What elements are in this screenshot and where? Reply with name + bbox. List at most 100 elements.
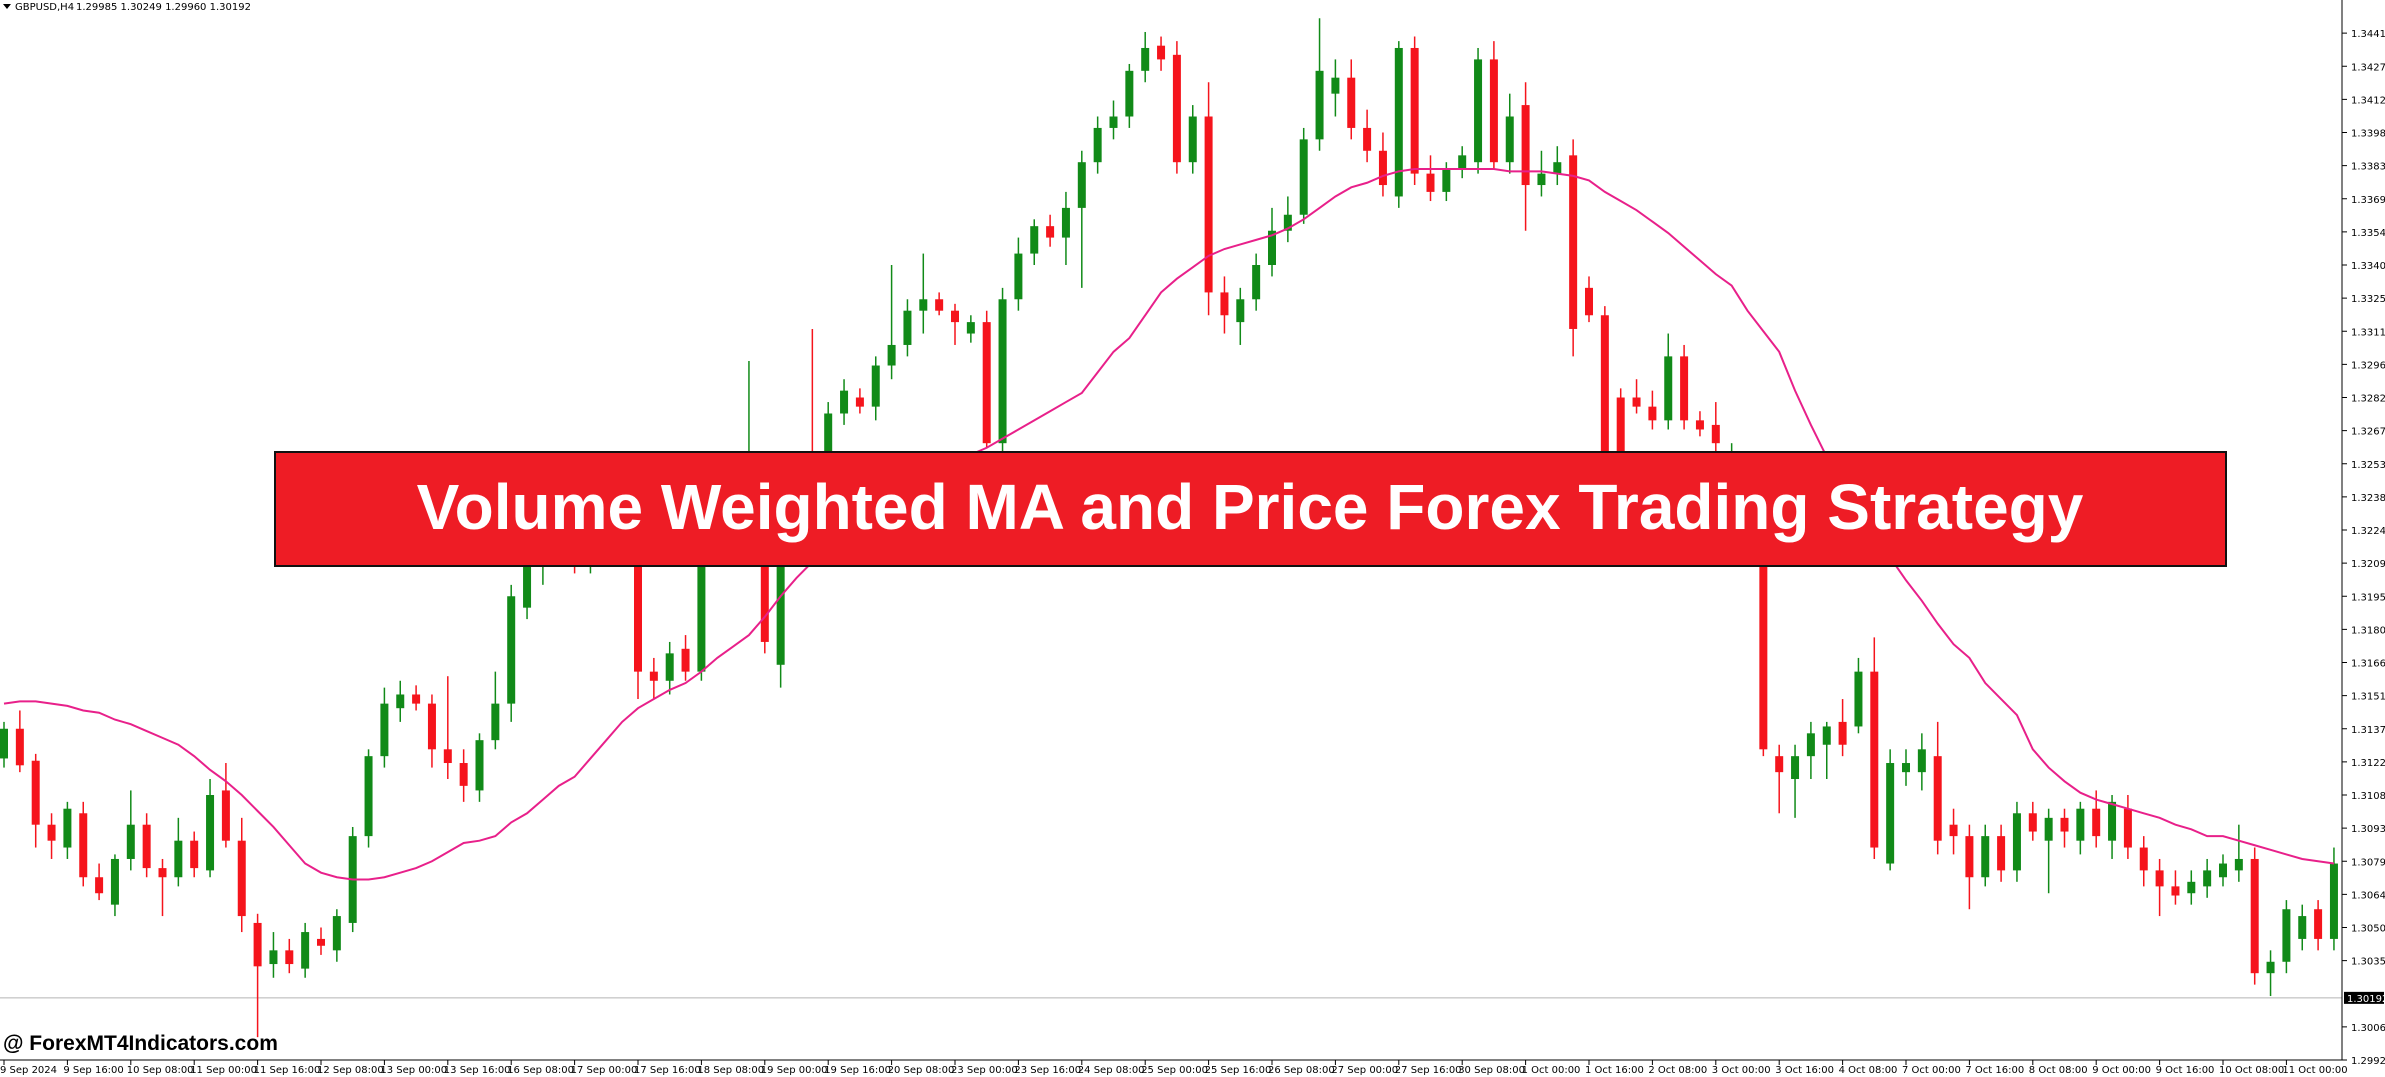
candle-body — [47, 824, 56, 841]
header-quote: 1.29985 1.30249 1.29960 1.30192 — [76, 2, 251, 13]
candle-body — [79, 813, 88, 878]
y-tick-label: 1.30355 — [2351, 957, 2385, 968]
candle-body — [126, 824, 135, 859]
candle-body — [2250, 858, 2259, 974]
candle-body — [1268, 230, 1276, 265]
candle-body — [206, 795, 215, 871]
candle-body — [285, 950, 294, 965]
x-tick-label: 8 Oct 08:00 — [2029, 1065, 2088, 1076]
candle-body — [475, 740, 484, 791]
watermark: @ ForexMT4Indicators.com — [3, 1032, 278, 1055]
candle-body — [2155, 870, 2164, 887]
y-tick-label: 1.33545 — [2351, 228, 2385, 239]
symbol-menu-icon[interactable] — [3, 4, 11, 9]
candle-body — [1141, 47, 1150, 71]
candle-body — [1616, 397, 1625, 494]
candle-body — [1791, 756, 1800, 780]
candle-body — [1188, 116, 1197, 163]
y-tick-label: 1.30790 — [2351, 857, 2385, 868]
candle-body — [1347, 77, 1356, 128]
y-tick-label: 1.33400 — [2351, 261, 2385, 272]
candle-body — [776, 504, 785, 665]
x-tick-label: 12 Sep 08:00 — [317, 1065, 384, 1076]
candle-body — [1870, 671, 1879, 848]
candle-body — [142, 824, 151, 869]
candle-body — [1521, 105, 1530, 186]
candle-body — [887, 344, 896, 366]
candle-body — [63, 808, 72, 848]
y-tick-label: 1.33110 — [2351, 327, 2385, 338]
candle-body — [1458, 155, 1467, 170]
x-tick-label: 23 Sep 16:00 — [1014, 1065, 1081, 1076]
candle-body — [427, 703, 436, 750]
x-tick-label: 25 Sep 00:00 — [1141, 1065, 1208, 1076]
candle-body — [2203, 870, 2212, 887]
x-tick-label: 11 Oct 00:00 — [2282, 1065, 2347, 1076]
x-tick-label: 3 Oct 00:00 — [1712, 1065, 1771, 1076]
candle-body — [1363, 127, 1372, 151]
y-tick-label: 1.33255 — [2351, 294, 2385, 305]
y-tick-label: 1.31660 — [2351, 659, 2385, 670]
candle-body — [1394, 47, 1403, 197]
candle-body — [840, 390, 849, 414]
y-tick-label: 1.32530 — [2351, 460, 2385, 471]
y-tick-label: 1.32240 — [2351, 526, 2385, 537]
candle-body — [2044, 817, 2053, 841]
x-tick-label: 18 Sep 08:00 — [697, 1065, 764, 1076]
candle-body — [1600, 315, 1609, 460]
candle-body — [998, 299, 1007, 444]
candle-body — [1902, 763, 1910, 773]
candle-body — [1933, 756, 1942, 841]
y-tick-label: 1.33835 — [2351, 162, 2385, 173]
candle-body — [935, 299, 944, 311]
candle-body — [1252, 265, 1261, 300]
candle-body — [31, 760, 40, 825]
candle-body — [951, 310, 959, 323]
candle-body — [158, 868, 167, 878]
candle-body — [1854, 671, 1863, 727]
candle-body — [2282, 909, 2291, 962]
candle-body — [1442, 169, 1451, 192]
x-tick-label: 26 Sep 08:00 — [1268, 1065, 1335, 1076]
y-tick-label: 1.34415 — [2351, 29, 2385, 40]
y-tick-label: 1.31515 — [2351, 692, 2385, 703]
candle-body — [1806, 733, 1815, 757]
candle-body — [1981, 836, 1990, 878]
y-tick-label: 1.33690 — [2351, 195, 2385, 206]
y-tick-label: 1.30500 — [2351, 924, 2385, 935]
y-tick-label: 1.31370 — [2351, 725, 2385, 736]
x-tick-label: 4 Oct 08:00 — [1839, 1065, 1898, 1076]
candle-body — [459, 763, 468, 786]
x-tick-label: 30 Sep 08:00 — [1458, 1065, 1525, 1076]
candle-body — [2219, 863, 2227, 878]
candle-body — [332, 916, 341, 951]
plot-area — [0, 18, 2342, 1038]
candle-body — [1489, 59, 1498, 163]
y-tick-label: 1.34270 — [2351, 62, 2385, 73]
candle-body — [1838, 721, 1847, 745]
candle-body — [871, 365, 880, 407]
last-price-label: 1.30192 — [2347, 994, 2385, 1005]
candle-body — [1378, 150, 1387, 186]
x-tick-label: 9 Sep 2024 — [0, 1065, 57, 1076]
candle-body — [15, 728, 24, 766]
candle-body — [1505, 116, 1514, 163]
y-tick-label: 1.32385 — [2351, 493, 2385, 504]
candle-body — [1061, 207, 1070, 238]
candle-body — [1632, 397, 1641, 407]
candle-body — [1648, 406, 1657, 421]
candle-body — [2060, 817, 2069, 832]
candle-body — [1474, 59, 1483, 163]
candle-body — [237, 840, 246, 917]
candle-body — [982, 322, 991, 444]
x-tick-label: 11 Sep 16:00 — [254, 1065, 321, 1076]
candle-body — [190, 840, 199, 869]
y-tick-label: 1.31225 — [2351, 758, 2385, 769]
symbol-title: GBPUSD,H4 — [15, 2, 74, 13]
candle-body — [317, 938, 325, 946]
banner-title: Volume Weighted MA and Price Forex Tradi… — [417, 471, 2084, 543]
candle-body — [1315, 70, 1324, 140]
candle-body — [1553, 162, 1562, 174]
x-tick-label: 10 Sep 08:00 — [127, 1065, 194, 1076]
candle-body — [2234, 858, 2243, 871]
